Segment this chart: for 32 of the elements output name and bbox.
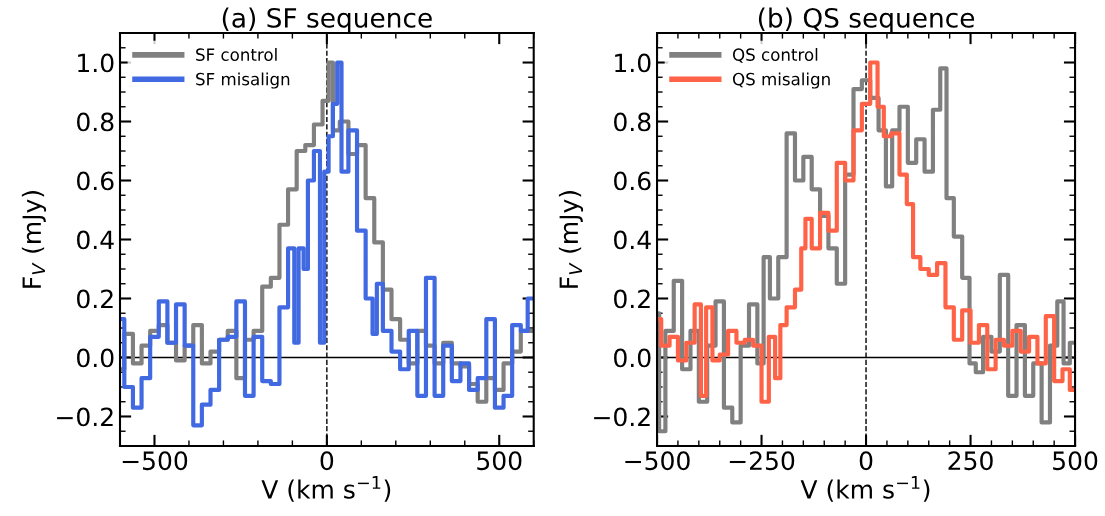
y-tick-label: 0.6 <box>614 171 651 191</box>
y-tick-label: 0.0 <box>614 348 651 368</box>
y-tick-label: 1.0 <box>615 53 651 73</box>
y-tick-label: 0.8 <box>614 112 651 132</box>
legend-label: QS misalign <box>732 72 830 89</box>
x-tick-label: 250 <box>948 451 993 471</box>
y-tick-label: 0.6 <box>77 171 114 191</box>
x-tick-label: 500 <box>477 451 522 471</box>
x-tick-label: −500 <box>625 451 690 471</box>
legend-label: SF misalign <box>196 72 290 89</box>
x-tick-label: 0 <box>320 451 334 471</box>
y-tick-label: 0.0 <box>77 348 114 368</box>
chart-title: (a) SF sequence <box>222 7 432 33</box>
x-axis-title: V (km s$^{−1}$) <box>800 476 930 502</box>
y-axis-title: F$_{V}$ (mJy) <box>558 191 584 288</box>
chart-title: (b) QS sequence <box>758 7 975 33</box>
y-tick-label: −0.2 <box>57 407 113 427</box>
x-tick-label: 500 <box>1053 451 1098 471</box>
y-tick-label: 0.2 <box>614 289 650 309</box>
y-axis-title: F$_{V}$ (mJy) <box>21 191 47 288</box>
y-tick-label: 0.8 <box>77 112 114 132</box>
y-tick-label: 1.0 <box>78 53 114 73</box>
y-tick-label: 0.4 <box>77 230 114 250</box>
y-tick-label: −0.2 <box>594 407 650 427</box>
x-axis-title: V (km s$^{−1}$) <box>261 476 391 502</box>
y-tick-label: 0.4 <box>614 230 651 250</box>
x-tick-label: −250 <box>729 451 795 471</box>
legend-label: QS control <box>732 48 818 63</box>
y-tick-label: 0.2 <box>77 289 113 309</box>
x-tick-label: −500 <box>122 451 188 471</box>
legend-label: SF control <box>196 48 277 61</box>
x-tick-label: 0 <box>859 451 873 471</box>
